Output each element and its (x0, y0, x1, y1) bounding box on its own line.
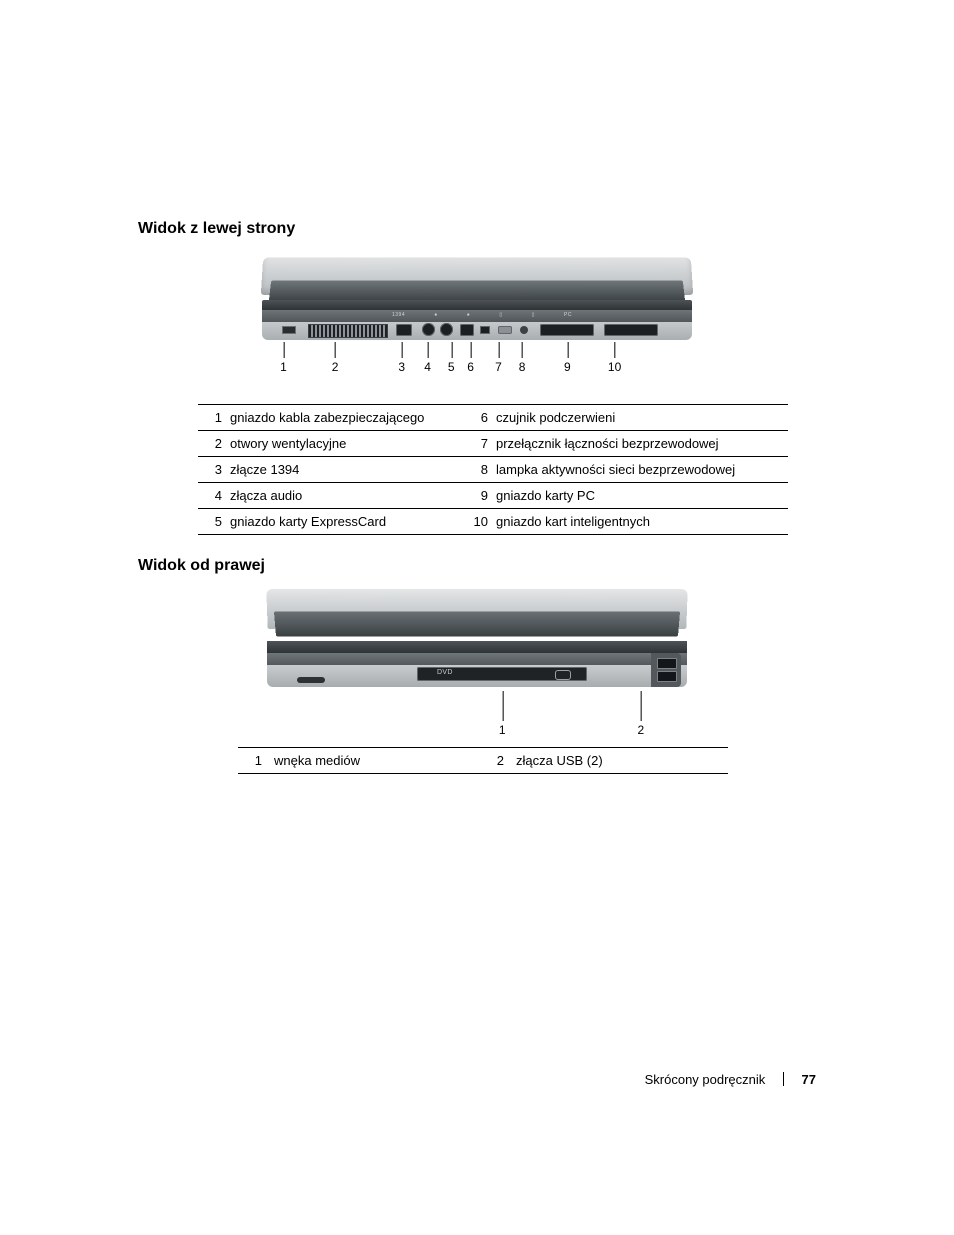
left-callouts-row: 1 2 345678 9 10 (262, 342, 692, 380)
callout-number: 4 (424, 342, 431, 374)
usb-port-icon (657, 671, 677, 682)
laptop-lid-inner (269, 281, 685, 302)
part-label: przełącznik łączności bezprzewodowej (492, 431, 788, 457)
part-number: 10 (464, 509, 492, 535)
part-number: 2 (198, 431, 226, 457)
audio-jack-icon (440, 323, 453, 336)
laptop-base-body: DVD (267, 653, 687, 687)
callout-number: 1 (499, 691, 506, 737)
part-label: czujnik podczerwieni (492, 405, 788, 431)
laptop-base-upper-strip (267, 641, 687, 653)
heading-right-view: Widok od prawej (138, 557, 816, 575)
part-label: wnęka mediów (268, 748, 480, 774)
part-number: 9 (464, 483, 492, 509)
callout-number: 5 (448, 342, 455, 374)
part-number: 4 (198, 483, 226, 509)
rubber-foot-icon (297, 677, 325, 683)
laptop-base-dark-strip (267, 653, 687, 665)
security-cable-slot-icon (282, 326, 296, 334)
footer-title: Skrócony podręcznik (645, 1072, 766, 1087)
heading-left-view: Widok z lewej strony (138, 220, 816, 238)
smartcard-slot-icon (604, 324, 658, 336)
left-parts-table: 1gniazdo kabla zabezpieczającego6czujnik… (198, 404, 788, 535)
part-label: złącze 1394 (226, 457, 464, 483)
part-number: 1 (198, 405, 226, 431)
usb-ports-block-icon (651, 653, 681, 687)
document-page: Widok z lewej strony 1394●●▯▯PC 12345678… (0, 0, 954, 1235)
part-number: 3 (198, 457, 226, 483)
part-number: 2 (480, 748, 510, 774)
table-row: 1wnęka mediów2złącza USB (2) (238, 748, 728, 774)
callout-number: 3 (398, 342, 405, 374)
table-row: 5gniazdo karty ExpressCard10gniazdo kart… (198, 509, 788, 535)
part-number: 8 (464, 457, 492, 483)
audio-jack-icon (422, 323, 435, 336)
air-vents-icon (308, 324, 388, 338)
laptop-base-body: 1394●●▯▯PC (262, 310, 692, 340)
table-row: 4złącza audio9gniazdo karty PC (198, 483, 788, 509)
right-callouts-row: 12 (267, 691, 687, 739)
table-row: 1gniazdo kabla zabezpieczającego6czujnik… (198, 405, 788, 431)
laptop-base-upper-strip (262, 300, 692, 310)
part-label: gniazdo kart inteligentnych (492, 509, 788, 535)
usb-port-icon (657, 658, 677, 669)
infrared-sensor-icon (480, 326, 490, 334)
callout-number: 9 (564, 342, 571, 374)
part-number: 5 (198, 509, 226, 535)
callout-number: 8 (519, 342, 526, 374)
part-number: 1 (238, 748, 268, 774)
page-number: 77 (802, 1072, 816, 1087)
footer-separator (783, 1072, 784, 1086)
figure-left-view: 1394●●▯▯PC 1 2 345678 9 10 (262, 252, 692, 380)
table-row: 2otwory wentylacyjne7przełącznik łącznoś… (198, 431, 788, 457)
part-label: gniazdo karty ExpressCard (226, 509, 464, 535)
part-label: gniazdo kabla zabezpieczającego (226, 405, 464, 431)
page-footer: Skrócony podręcznik 77 (645, 1072, 816, 1087)
callout-number: 10 (608, 342, 621, 374)
part-label: otwory wentylacyjne (226, 431, 464, 457)
callout-number: 7 (495, 342, 502, 374)
part-label: złącza audio (226, 483, 464, 509)
callout-number: 2 (332, 342, 339, 374)
part-label: gniazdo karty PC (492, 483, 788, 509)
callout-number: 6 (467, 342, 474, 374)
laptop-port-labels-row: 1394●●▯▯PC (392, 312, 572, 320)
part-number: 7 (464, 431, 492, 457)
part-number: 6 (464, 405, 492, 431)
wireless-switch-icon (498, 326, 512, 334)
part-label: złącza USB (2) (510, 748, 728, 774)
part-label: lampka aktywności sieci bezprzewodowej (492, 457, 788, 483)
port-1394-icon (396, 324, 412, 336)
right-parts-table: 1wnęka mediów2złącza USB (2) (238, 747, 728, 774)
laptop-lid-inner (274, 611, 680, 636)
dvd-label: DVD (437, 669, 453, 676)
callout-number: 1 (280, 342, 287, 374)
wireless-led-icon (520, 326, 528, 334)
table-row: 3złącze 13948lampka aktywności sieci bez… (198, 457, 788, 483)
figure-right-view: DVD 12 (267, 589, 687, 739)
callout-number: 2 (637, 691, 644, 737)
pc-card-slot-icon (540, 324, 594, 336)
expresscard-slot-icon (460, 324, 474, 336)
